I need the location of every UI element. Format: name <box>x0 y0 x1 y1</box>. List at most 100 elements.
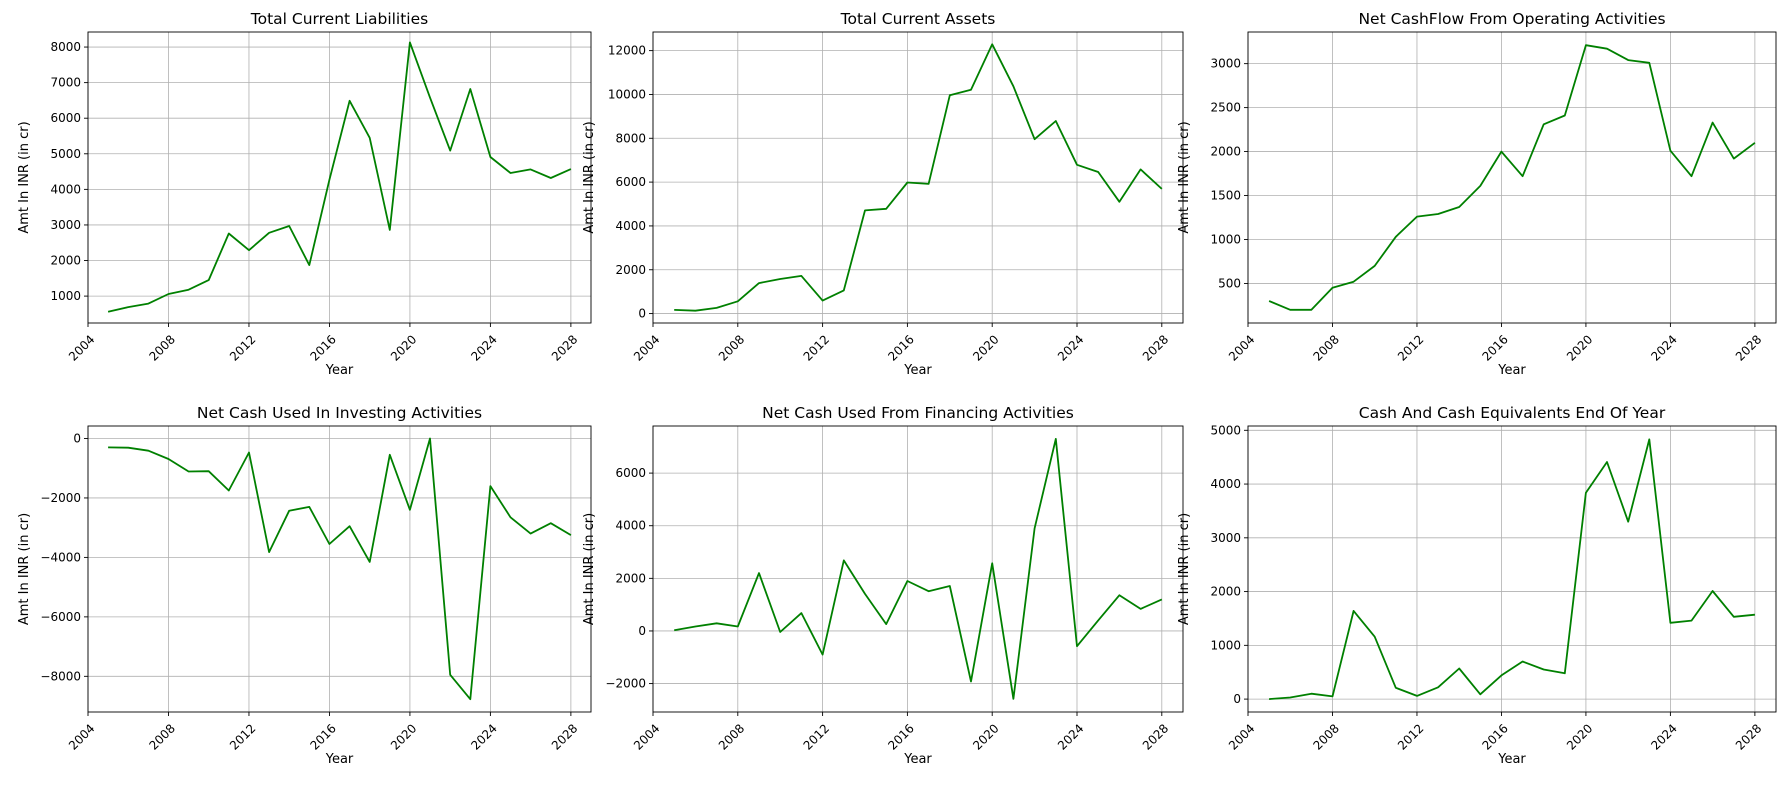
chart-title: Total Current Assets <box>840 10 996 28</box>
x-tick-label: 2028 <box>1140 721 1171 752</box>
y-tick-label: 2000 <box>1210 585 1241 599</box>
x-tick-label: 2008 <box>1310 721 1341 752</box>
y-tick-label: 1000 <box>1210 232 1241 246</box>
y-tick-label: 0 <box>638 307 646 321</box>
x-tick-label: 2020 <box>388 332 419 363</box>
y-tick-label: 2000 <box>615 571 646 585</box>
x-tick-label: 2004 <box>66 721 97 752</box>
series-line <box>108 437 572 701</box>
chart-title: Net Cash Used From Financing Activities <box>762 404 1074 422</box>
y-tick-label: 2000 <box>615 263 646 277</box>
y-tick-label: 4000 <box>50 182 81 196</box>
x-tick-label: 2016 <box>1479 332 1510 363</box>
axes-frame <box>1247 31 1777 324</box>
x-axis-label: Year <box>903 752 932 767</box>
y-tick-label: 4000 <box>615 519 646 533</box>
y-tick-label: 3000 <box>1210 531 1241 545</box>
x-tick-label: 2008 <box>716 721 747 752</box>
y-tick-label: −2000 <box>40 491 81 505</box>
y-axis-label: Amt In INR (in cr) <box>582 121 597 233</box>
x-axis-label: Year <box>325 363 354 378</box>
x-tick-label: 2012 <box>801 332 832 363</box>
y-tick-label: −6000 <box>40 610 81 624</box>
y-tick-label: 6000 <box>50 111 81 125</box>
axes-frame <box>87 425 592 713</box>
chart-title: Net Cash Used In Investing Activities <box>197 404 482 422</box>
axes-frame <box>1247 425 1777 713</box>
x-tick-label: 2008 <box>1310 332 1341 363</box>
y-tick-label: 2500 <box>1210 101 1241 115</box>
chart-title: Total Current Liabilities <box>250 10 428 28</box>
chart-title: Net CashFlow From Operating Activities <box>1358 10 1665 28</box>
x-tick-label: 2008 <box>716 332 747 363</box>
subplot-4: 2004 2008 2012 2016 2020 2024 2028 −8000 −6000 −4… <box>17 404 592 767</box>
x-axis-label: Year <box>325 752 354 767</box>
x-tick-label: 2004 <box>631 721 662 752</box>
x-tick-label: 2020 <box>970 721 1001 752</box>
axes-frame <box>652 31 1184 324</box>
x-tick-label: 2016 <box>885 721 916 752</box>
x-tick-label: 2020 <box>970 332 1001 363</box>
x-tick-label: 2028 <box>549 332 580 363</box>
x-tick-label: 2008 <box>146 332 177 363</box>
x-tick-label: 2024 <box>1055 332 1086 363</box>
series-line <box>674 437 1163 700</box>
y-tick-label: 2000 <box>1210 145 1241 159</box>
x-tick-label: 2020 <box>1564 721 1595 752</box>
series-line <box>1269 438 1755 700</box>
y-axis-label: Amt In INR (in cr) <box>1177 513 1192 625</box>
series-line <box>107 41 572 313</box>
series-line <box>1268 44 1756 311</box>
x-tick-label: 2016 <box>307 332 338 363</box>
x-tick-label: 2012 <box>1395 332 1426 363</box>
chart-title: Cash And Cash Equivalents End Of Year <box>1359 404 1666 422</box>
x-tick-label: 2024 <box>1648 332 1679 363</box>
y-axis-label: Amt In INR (in cr) <box>1177 121 1192 233</box>
y-tick-label: 5000 <box>1210 423 1241 437</box>
y-tick-label: 1500 <box>1210 189 1241 203</box>
y-tick-label: 8000 <box>615 131 646 145</box>
x-tick-label: 2008 <box>146 721 177 752</box>
y-axis-label: Amt In INR (in cr) <box>582 513 597 625</box>
y-tick-label: 12000 <box>608 44 646 58</box>
y-tick-label: 10000 <box>608 87 646 101</box>
y-tick-label: 4000 <box>1210 477 1241 491</box>
x-tick-label: 2024 <box>1055 721 1086 752</box>
x-axis-label: Year <box>1497 363 1526 378</box>
y-tick-label: 0 <box>73 431 81 445</box>
x-tick-label: 2012 <box>1395 721 1426 752</box>
x-tick-label: 2028 <box>1140 332 1171 363</box>
subplot-5: 2004 2008 2012 2016 2020 2024 2028 −2000 0 2000 40… <box>582 404 1184 767</box>
y-tick-label: 6000 <box>615 466 646 480</box>
axes-frame <box>652 425 1184 713</box>
y-axis-label: Amt In INR (in cr) <box>17 513 32 625</box>
x-tick-label: 2028 <box>1733 332 1764 363</box>
x-tick-label: 2016 <box>885 332 916 363</box>
x-tick-label: 2024 <box>468 721 499 752</box>
subplot-2: 2004 2008 2012 2016 2020 2024 2028 0 2000 4000 600… <box>582 10 1184 378</box>
x-tick-label: 2004 <box>631 332 662 363</box>
x-tick-label: 2012 <box>801 721 832 752</box>
y-tick-label: −4000 <box>40 550 81 564</box>
y-tick-label: 3000 <box>50 218 81 232</box>
y-tick-label: −8000 <box>40 669 81 683</box>
y-tick-label: 3000 <box>1210 57 1241 71</box>
series-line <box>674 43 1163 312</box>
y-tick-label: 0 <box>1233 692 1241 706</box>
x-tick-label: 2020 <box>388 721 419 752</box>
x-tick-label: 2004 <box>1226 721 1257 752</box>
x-tick-label: 2028 <box>549 721 580 752</box>
x-axis-label: Year <box>1497 752 1526 767</box>
y-tick-label: 1000 <box>50 289 81 303</box>
x-tick-label: 2016 <box>307 721 338 752</box>
x-tick-label: 2024 <box>468 332 499 363</box>
x-tick-label: 2020 <box>1564 332 1595 363</box>
x-tick-label: 2004 <box>66 332 97 363</box>
subplot-6: 2004 2008 2012 2016 2020 2024 2028 0 1000 2000 300… <box>1177 404 1777 767</box>
x-tick-label: 2028 <box>1733 721 1764 752</box>
x-tick-label: 2004 <box>1226 332 1257 363</box>
subplot-3: 2004 2008 2012 2016 2020 2024 2028 500 1000 1500 2… <box>1177 10 1777 378</box>
y-tick-label: 500 <box>1218 276 1241 290</box>
y-tick-label: 6000 <box>615 175 646 189</box>
